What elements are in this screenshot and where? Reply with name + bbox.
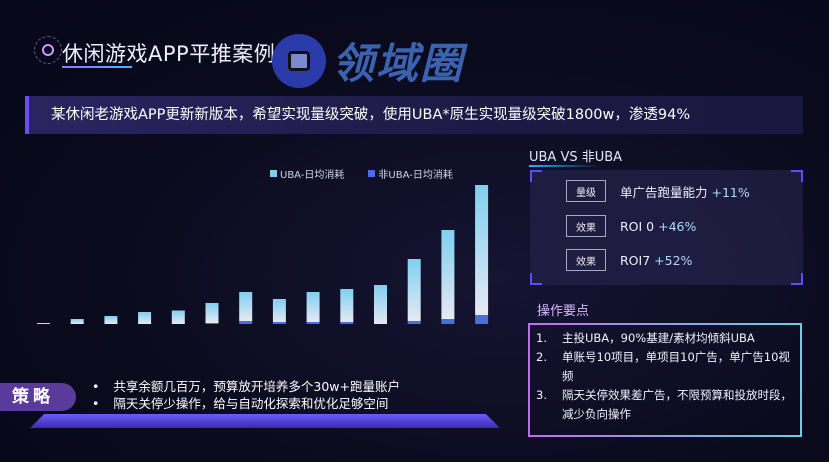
row-label: ROI 0: [620, 218, 655, 234]
ops-title: 操作要点: [537, 304, 590, 319]
ops-number: 3.: [536, 388, 547, 402]
legend-swatch: [270, 170, 277, 177]
strategy-item: 共享余额几百万，预算放开培养多个30w+跑量账户: [92, 378, 400, 395]
row-tag: 效果: [566, 215, 606, 237]
ops-text: 隔天关停效果差广告，不限预算和投放时段，减少负向操作: [562, 388, 792, 421]
bar-uba: [171, 310, 185, 324]
ops-text: 主投UBA，90%基建/素材均倾斜UBA: [562, 331, 755, 345]
decorative-platform: [30, 414, 500, 428]
bar-uba: [340, 289, 354, 322]
row-label: 单广告跑量能力: [620, 184, 708, 200]
legend-uba: UBA-日均消耗: [270, 166, 344, 181]
row-tag: 量级: [566, 180, 606, 202]
legend-label: UBA-日均消耗: [280, 170, 345, 181]
chart-plot: [37, 185, 489, 324]
ops-item: 3. 隔天关停效果差广告，不限预算和投放时段，减少负向操作: [536, 386, 794, 424]
row-tag: 效果: [566, 249, 606, 271]
bar-non-uba: [205, 323, 219, 324]
bar-uba: [374, 285, 387, 324]
logo-icon: [272, 33, 326, 88]
summary-banner: 某休闲老游戏APP更新新版本，希望实现量级突破，使用UBA*原生实现量级突破18…: [25, 96, 803, 134]
legend-non-uba: 非UBA-日均消耗: [368, 166, 453, 181]
comparison-row: 效果 ROI 0 +46%: [566, 215, 696, 237]
bar-uba: [475, 185, 489, 315]
strategy-label: 策略: [0, 383, 76, 411]
ops-text: 单账号10项目，单项目10广告，单广告10视频: [562, 350, 790, 383]
strategy-item: 隔天关停少操作，给与自动化探索和优化足够空间: [92, 395, 400, 412]
chart-legend: UBA-日均消耗 非UBA-日均消耗: [270, 166, 453, 181]
bar-uba: [70, 319, 84, 324]
ops-number: 1.: [536, 331, 547, 345]
bar-non-uba: [407, 321, 421, 324]
row-value: +52%: [654, 252, 693, 268]
comparison-row: 量级 单广告跑量能力 +11%: [566, 180, 750, 202]
bar-uba: [205, 303, 219, 323]
comparison-title: UBA VS 非UBA: [529, 150, 623, 165]
comparison-row: 效果 ROI7 +52%: [566, 249, 692, 271]
title-underline: [62, 66, 132, 68]
legend-swatch: [368, 170, 376, 177]
comparison-underline: [529, 165, 599, 167]
bar-uba: [272, 299, 286, 322]
comparison-panel: 量级 单广告跑量能力 +11% 效果 ROI 0 +46% 效果 ROI7 +52%: [530, 170, 803, 285]
page-title: 休闲游戏APP平推案例: [62, 42, 276, 66]
bar-non-uba: [441, 319, 455, 324]
logo: 领域圈: [272, 30, 464, 91]
legend-label: 非UBA-日均消耗: [378, 170, 453, 181]
bar-uba: [104, 316, 118, 324]
target-icon: [34, 36, 62, 64]
bar-chart: UBA-日均消耗 非UBA-日均消耗: [20, 160, 500, 330]
ops-item: 1. 主投UBA，90%基建/素材均倾斜UBA: [536, 329, 794, 348]
bar-uba: [138, 312, 152, 324]
strategy-list: 共享余额几百万，预算放开培养多个30w+跑量账户 隔天关停少操作，给与自动化探索…: [92, 378, 400, 412]
ops-item: 2. 单账号10项目，单项目10广告，单广告10视频: [536, 348, 794, 386]
logo-text: 领域圈: [332, 39, 465, 88]
bar-uba: [407, 259, 421, 321]
row-value: +11%: [711, 184, 750, 200]
bar-uba: [239, 292, 253, 321]
bar-uba: [306, 292, 320, 322]
ops-list: 1. 主投UBA，90%基建/素材均倾斜UBA 2. 单账号10项目，单项目10广告…: [528, 323, 802, 437]
bar-non-uba: [239, 321, 253, 324]
row-value: +46%: [658, 218, 697, 234]
ops-number: 2.: [536, 350, 547, 364]
row-label: ROI7: [620, 252, 651, 268]
bar-non-uba: [306, 322, 320, 324]
bar-non-uba: [475, 315, 489, 324]
bar-uba: [441, 230, 455, 319]
bar-non-uba: [340, 322, 354, 324]
bar-uba: [37, 323, 50, 324]
bar-non-uba: [272, 322, 286, 324]
